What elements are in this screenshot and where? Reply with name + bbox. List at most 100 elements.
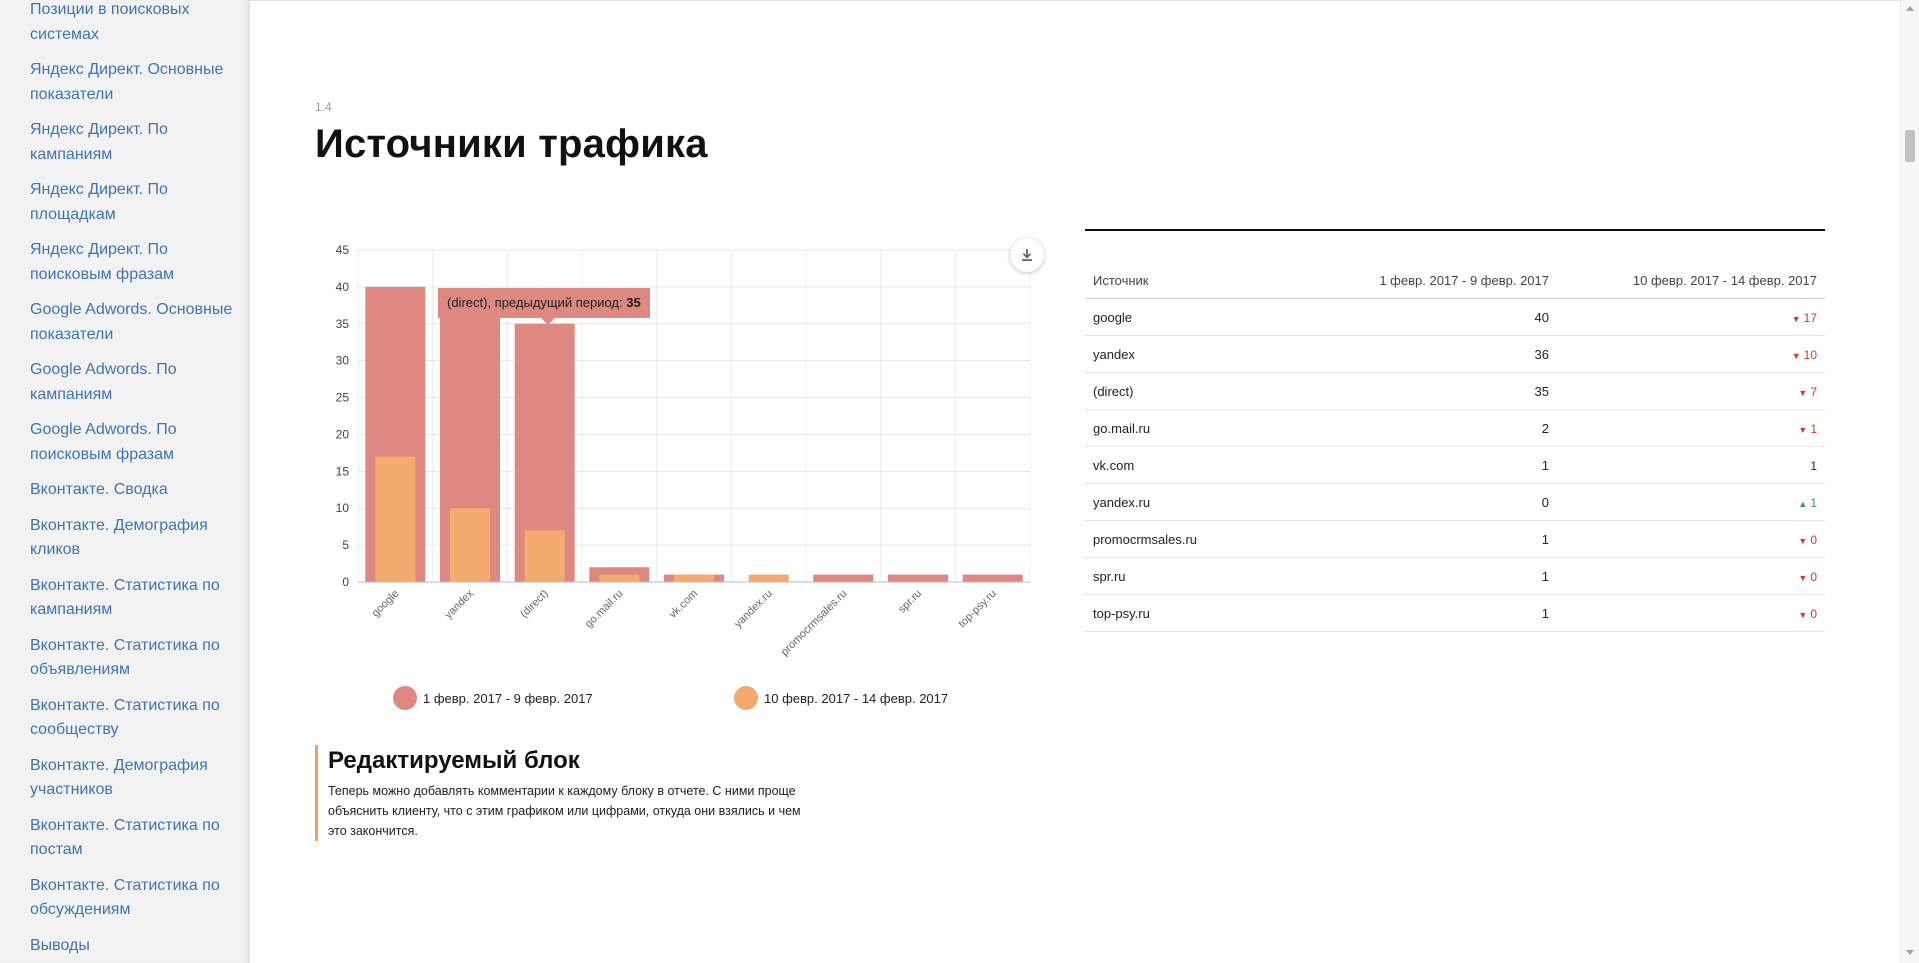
sidebar-nav: Позиции в поисковых системах Яндекс Дирек… [30, 0, 235, 963]
table-row: spr.ru 1 ▼ 0 [1085, 557, 1825, 595]
cell-period-1: 1 [1301, 557, 1557, 595]
cell-source: promocrmsales.ru [1085, 520, 1301, 558]
cell-source: google [1085, 298, 1301, 336]
cell-period-1: 0 [1301, 483, 1557, 521]
sidebar-item[interactable]: Вконтакте. Демография кликов [30, 516, 208, 559]
cell-period-1: 35 [1301, 372, 1557, 410]
cell-source: yandex [1085, 335, 1301, 373]
scroll-up-arrow-icon[interactable] [1906, 6, 1914, 11]
sidebar-item[interactable]: Яндекс Директ. По кампаниям [30, 121, 168, 163]
cell-period-2: 1 [1557, 446, 1825, 484]
download-icon [1022, 249, 1032, 261]
editable-block[interactable]: Редактируемый блок Теперь можно добавлят… [315, 745, 808, 841]
trend-down-icon: ▼ [1791, 313, 1801, 324]
sidebar: Позиции в поисковых системах Яндекс Дирек… [0, 0, 250, 963]
legend-swatch-period-1 [393, 686, 417, 710]
traffic-sources-chart: 0 5 10 15 20 25 30 35 40 45 google yandex (direct) go… [336, 243, 1031, 658]
sidebar-item[interactable]: Вконтакте. Статистика по обсуждениям [30, 876, 220, 919]
sidebar-item[interactable]: Вконтакте. Статистика по объявлениям [30, 636, 220, 679]
trend-down-icon: ▼ [1798, 609, 1808, 620]
cell-period-1: 1 [1301, 446, 1557, 484]
editable-block-title: Редактируемый блок [328, 747, 580, 774]
table-row: promocrmsales.ru 1 ▼ 0 [1085, 520, 1825, 558]
sidebar-item[interactable]: Google Adwords. Основные показатели [30, 301, 233, 343]
sidebar-item[interactable]: Вконтакте. Сводка [30, 481, 168, 498]
sidebar-item[interactable]: Позиции в поисковых системах [30, 1, 190, 43]
sidebar-item[interactable]: Google Adwords. По кампаниям [30, 361, 177, 403]
y-tick-label: 20 [336, 427, 350, 441]
chart-download-button[interactable] [1010, 238, 1044, 272]
scroll-down-arrow-icon[interactable] [1906, 950, 1914, 955]
x-tick-label: google [370, 588, 402, 620]
cell-period-2: ▼ 0 [1557, 557, 1825, 595]
cell-period-2-value: 10 [1803, 347, 1817, 362]
bar-period-1[interactable] [813, 574, 874, 582]
sidebar-item[interactable]: Вконтакте. Статистика по постам [30, 816, 220, 859]
table-row: vk.com 1 1 [1085, 446, 1825, 484]
sidebar-item[interactable]: Вконтакте. Демография участников [30, 756, 208, 799]
sidebar-item[interactable]: Вконтакте. Статистика по кампаниям [30, 576, 220, 619]
page-scrollbar[interactable] [1900, 0, 1919, 963]
scrollbar-thumb[interactable] [1905, 130, 1915, 162]
column-header-period-2: 10 февр. 2017 - 14 февр. 2017 [1557, 231, 1825, 299]
legend-swatch-period-2 [734, 686, 758, 710]
legend-item-period-2[interactable]: 10 февр. 2017 - 14 февр. 2017 [734, 686, 948, 710]
editable-block-text: Теперь можно добавлять комментарии к каж… [328, 784, 801, 838]
bar-period-1[interactable] [888, 574, 948, 582]
bar-period-2[interactable] [674, 574, 714, 582]
legend-label-period-1: 1 февр. 2017 - 9 февр. 2017 [423, 690, 593, 706]
cell-period-2-value: 1 [1810, 495, 1817, 510]
bar-period-2[interactable] [524, 530, 565, 582]
sidebar-item[interactable]: Яндекс Директ. Основные показатели [30, 61, 224, 103]
sidebar-item[interactable]: Вконтакте. Статистика по сообществу [30, 696, 220, 739]
x-tick-label: vk.com [667, 588, 700, 621]
table-row: google 40 ▼ 17 [1085, 298, 1825, 336]
cell-source: yandex.ru [1085, 483, 1301, 521]
table-row: (direct) 35 ▼ 7 [1085, 372, 1825, 410]
cell-period-2: ▼ 17 [1557, 298, 1825, 336]
cell-period-1: 40 [1301, 298, 1557, 336]
trend-down-icon: ▼ [1791, 350, 1801, 361]
tooltip-arrow [541, 318, 555, 325]
legend-item-period-1[interactable]: 1 февр. 2017 - 9 февр. 2017 [393, 686, 593, 710]
trend-down-icon: ▼ [1798, 572, 1808, 583]
trend-up-icon: ▲ [1798, 498, 1808, 509]
cell-period-2-value: 0 [1810, 606, 1817, 621]
cell-period-2: ▼ 0 [1557, 594, 1825, 632]
cell-source: go.mail.ru [1085, 409, 1301, 447]
tooltip-value: 35 [626, 295, 641, 310]
section-number: 1.4 [315, 100, 332, 114]
cell-period-2-value: 17 [1803, 310, 1817, 325]
trend-down-icon: ▼ [1798, 387, 1808, 398]
y-tick-label: 45 [336, 243, 350, 257]
sidebar-item[interactable]: Яндекс Директ. По площадкам [30, 181, 168, 223]
sidebar-item[interactable]: Яндекс Директ. По поисковым фразам [30, 241, 175, 283]
y-tick-label: 25 [336, 391, 350, 405]
legend-label-period-2: 10 февр. 2017 - 14 февр. 2017 [764, 690, 949, 706]
y-tick-label: 10 [336, 501, 350, 515]
bar-period-1[interactable] [962, 574, 1023, 582]
x-tick-label: go.mail.ru [583, 588, 626, 631]
cell-period-2-value: 7 [1810, 384, 1817, 399]
bar-period-2[interactable] [450, 508, 490, 582]
bar-period-2[interactable] [375, 456, 416, 582]
bar-period-2[interactable] [599, 574, 640, 582]
sidebar-item[interactable]: Google Adwords. По поисковым фразам [30, 421, 177, 463]
cell-source: spr.ru [1085, 557, 1301, 595]
table-header-row: Источник 1 февр. 2017 - 9 февр. 2017 10 … [1085, 231, 1825, 299]
tooltip-label: (direct), предыдущий период: [447, 295, 627, 310]
cell-period-2-value: 1 [1810, 421, 1817, 436]
cell-period-1: 2 [1301, 409, 1557, 447]
cell-period-2: ▲ 1 [1557, 483, 1825, 521]
table-row: yandex.ru 0 ▲ 1 [1085, 483, 1825, 521]
cell-period-2: ▼ 10 [1557, 335, 1825, 373]
cell-period-2-value: 0 [1810, 532, 1817, 547]
cell-period-2-value: 1 [1810, 458, 1817, 473]
chart-tooltip: (direct), предыдущий период: 35 [438, 288, 650, 318]
table-row: yandex 36 ▼ 10 [1085, 335, 1825, 373]
table-row: top-psy.ru 1 ▼ 0 [1085, 594, 1825, 632]
cell-period-2-value: 0 [1810, 569, 1817, 584]
bar-period-2[interactable] [748, 574, 789, 582]
trend-down-icon: ▼ [1798, 535, 1808, 546]
sidebar-item[interactable]: Выводы [30, 936, 90, 954]
